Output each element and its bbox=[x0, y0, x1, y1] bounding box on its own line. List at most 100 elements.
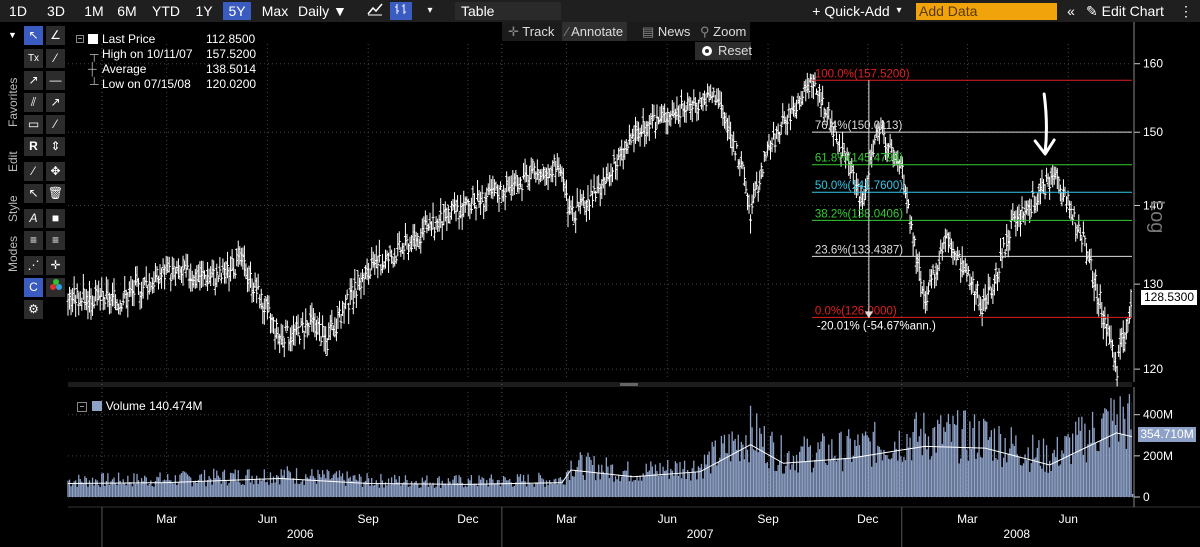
price-tick-label: 140 bbox=[1143, 198, 1163, 212]
axis-background bbox=[1132, 22, 1200, 494]
fib-level-label: 76.4%(150.0113) bbox=[815, 120, 903, 132]
month-tick-label: Mar bbox=[957, 512, 978, 526]
more-menu-icon[interactable]: ⋮ bbox=[1179, 3, 1193, 19]
text-tool-icon[interactable]: Tx bbox=[24, 49, 43, 68]
annotate-label: Annotate bbox=[571, 24, 624, 39]
quick-add-dropdown-icon[interactable]: ▾ bbox=[896, 5, 902, 16]
volume-tick-label: 400M bbox=[1143, 408, 1173, 422]
period-ytd-button[interactable]: YTD bbox=[152, 3, 180, 19]
axis-layer: 120 130 140 150 160 0 200M 400M Mar Jun Sep Dec Mar J… bbox=[101, 22, 1200, 547]
low-marker-icon: ┴ bbox=[90, 77, 99, 91]
volume-legend-value: 140.474M bbox=[149, 399, 203, 413]
fib-level-label: 38.2%(138.0406) bbox=[815, 208, 903, 220]
bar-chart-icon[interactable] bbox=[390, 2, 412, 20]
frequency-select[interactable]: Daily ▼ bbox=[298, 2, 356, 20]
legend-label: Low on 07/15/08 bbox=[102, 77, 191, 91]
zoom-button[interactable]: ⚲ Zoom bbox=[700, 22, 746, 41]
price-tick-label: 130 bbox=[1143, 277, 1163, 291]
legend-value: 157.5200 bbox=[206, 47, 257, 61]
down-arrow-annotation-icon bbox=[1033, 92, 1056, 156]
reset-radio-icon bbox=[702, 46, 712, 56]
period-max-button[interactable]: Max bbox=[261, 3, 289, 19]
ray-tool-icon[interactable]: ↗ bbox=[24, 71, 43, 90]
select-plus-tool-icon[interactable]: ↖ bbox=[24, 184, 43, 203]
volume-layer bbox=[67, 394, 1135, 497]
eyedropper-tool-icon[interactable]: ⁄ bbox=[24, 162, 43, 181]
divider-grip-icon bbox=[620, 383, 638, 386]
line-draw-tool-icon[interactable]: ∠ bbox=[46, 26, 65, 45]
add-data-input[interactable]: Add Data bbox=[916, 3, 1057, 20]
track-button[interactable]: ✛ Track bbox=[508, 22, 554, 41]
legend-label: Average bbox=[102, 62, 147, 76]
legend-value: 112.8500 bbox=[206, 32, 256, 46]
year-label: 2007 bbox=[687, 527, 714, 541]
horizontal-line-tool-icon[interactable]: — bbox=[46, 71, 65, 90]
line-chart-icon[interactable] bbox=[364, 2, 386, 20]
magnet-mode-icon[interactable]: C bbox=[24, 278, 43, 297]
month-tick-label: Dec bbox=[457, 512, 478, 526]
drawing-tools-panel: Favorites Edit Style Modes ▼ ↖ ∠ Tx ⁄ ↗ … bbox=[0, 22, 68, 547]
settings-gear-icon[interactable]: ⚙ bbox=[24, 300, 43, 319]
month-tick-label: Sep bbox=[358, 512, 380, 526]
move-tool-icon[interactable]: ✥ bbox=[46, 162, 65, 181]
panel-divider bbox=[68, 382, 1134, 387]
annotate-button[interactable]: ⁄ Annotate bbox=[562, 22, 628, 41]
period-6m-button[interactable]: 6M bbox=[117, 3, 137, 19]
period-5y-button[interactable]: 5Y bbox=[223, 2, 251, 20]
month-tick-label: Dec bbox=[857, 512, 878, 526]
trend-line-tool-icon[interactable]: ⁄ bbox=[46, 49, 65, 68]
price-tick-label: 150 bbox=[1143, 125, 1163, 139]
measure-tool-icon[interactable]: ⇕ bbox=[46, 137, 65, 156]
month-tick-label: Jun bbox=[258, 512, 277, 526]
crosshair-mode-icon[interactable]: ⋰ bbox=[24, 256, 43, 275]
fib-arrow-head-icon bbox=[864, 311, 873, 319]
volume-tick-label: 0 bbox=[1143, 490, 1150, 504]
collapse-box-icon[interactable]: − bbox=[77, 402, 87, 412]
period-1y-button[interactable]: 1Y bbox=[195, 3, 213, 19]
rectangle-tool-icon[interactable]: ▭ bbox=[24, 115, 43, 134]
month-tick-label: Sep bbox=[757, 512, 779, 526]
collapse-box-icon[interactable]: − bbox=[76, 34, 84, 43]
collapse-double-chevron-icon[interactable]: « bbox=[1067, 3, 1075, 19]
zoom-label: Zoom bbox=[713, 24, 747, 39]
period-3d-button[interactable]: 3D bbox=[47, 3, 65, 19]
table-button[interactable]: Table bbox=[455, 2, 561, 20]
period-1d-button[interactable]: 1D bbox=[9, 3, 27, 19]
fib-level-label: 61.8%(145.4798) bbox=[815, 153, 903, 165]
arrow-line-tool-icon[interactable]: ↗ bbox=[46, 93, 65, 112]
log-scale-label[interactable]: Log bbox=[1146, 200, 1168, 234]
reset-button[interactable]: Reset bbox=[695, 42, 752, 60]
news-button[interactable]: ▤ News bbox=[642, 22, 690, 41]
reset-label: Reset bbox=[718, 43, 752, 58]
track-label: Track bbox=[522, 24, 555, 39]
last-volume-tag: 354.710M bbox=[1138, 427, 1196, 442]
edit-chart-button[interactable]: ✎ Edit Chart bbox=[1086, 2, 1168, 20]
font-style-icon[interactable]: A bbox=[24, 209, 43, 228]
line-weight-icon[interactable]: ≡ bbox=[24, 231, 43, 250]
top-toolbar: 1D 3D 1M 6M YTD 1Y 5Y Max Daily ▼ ▾ Tabl… bbox=[0, 0, 1200, 22]
fib-level-label: 100.0%(157.5200) bbox=[815, 68, 910, 80]
snap-mode-icon[interactable]: ✛ bbox=[46, 256, 65, 275]
crosshair-icon: ✛ bbox=[508, 24, 519, 39]
annotate-icon: ⁄ bbox=[566, 24, 569, 39]
channel-tool-icon[interactable]: ⫽ bbox=[24, 93, 43, 112]
annotation-toolbar: ✛ Track ⁄ Annotate ▤ News ⚲ Zoom bbox=[502, 22, 750, 41]
high-marker-icon: ┬ bbox=[90, 47, 99, 61]
trash-icon[interactable]: 🗑 bbox=[46, 184, 65, 203]
year-label: 2008 bbox=[1003, 527, 1030, 541]
retracement-tool-icon[interactable]: R bbox=[24, 137, 43, 156]
fill-color-icon[interactable]: ■ bbox=[46, 209, 65, 228]
line-style-icon[interactable]: ≡ bbox=[46, 231, 65, 250]
chart-type-dropdown-icon[interactable]: ▾ bbox=[427, 5, 433, 16]
frequency-value: Daily bbox=[298, 3, 330, 19]
period-1m-button[interactable]: 1M bbox=[84, 3, 104, 19]
brush-tool-icon[interactable]: ⁄ bbox=[46, 115, 65, 134]
color-palette-icon[interactable] bbox=[46, 278, 65, 297]
collapse-tools-icon[interactable]: ▼ bbox=[3, 26, 22, 45]
price-tick-label: 120 bbox=[1143, 362, 1163, 376]
volume-legend-label: Volume bbox=[105, 399, 146, 413]
quick-add-button[interactable]: + Quick-Add bbox=[812, 3, 890, 19]
pointer-tool-icon[interactable]: ↖ bbox=[24, 26, 43, 45]
month-tick-label: Mar bbox=[156, 512, 177, 526]
